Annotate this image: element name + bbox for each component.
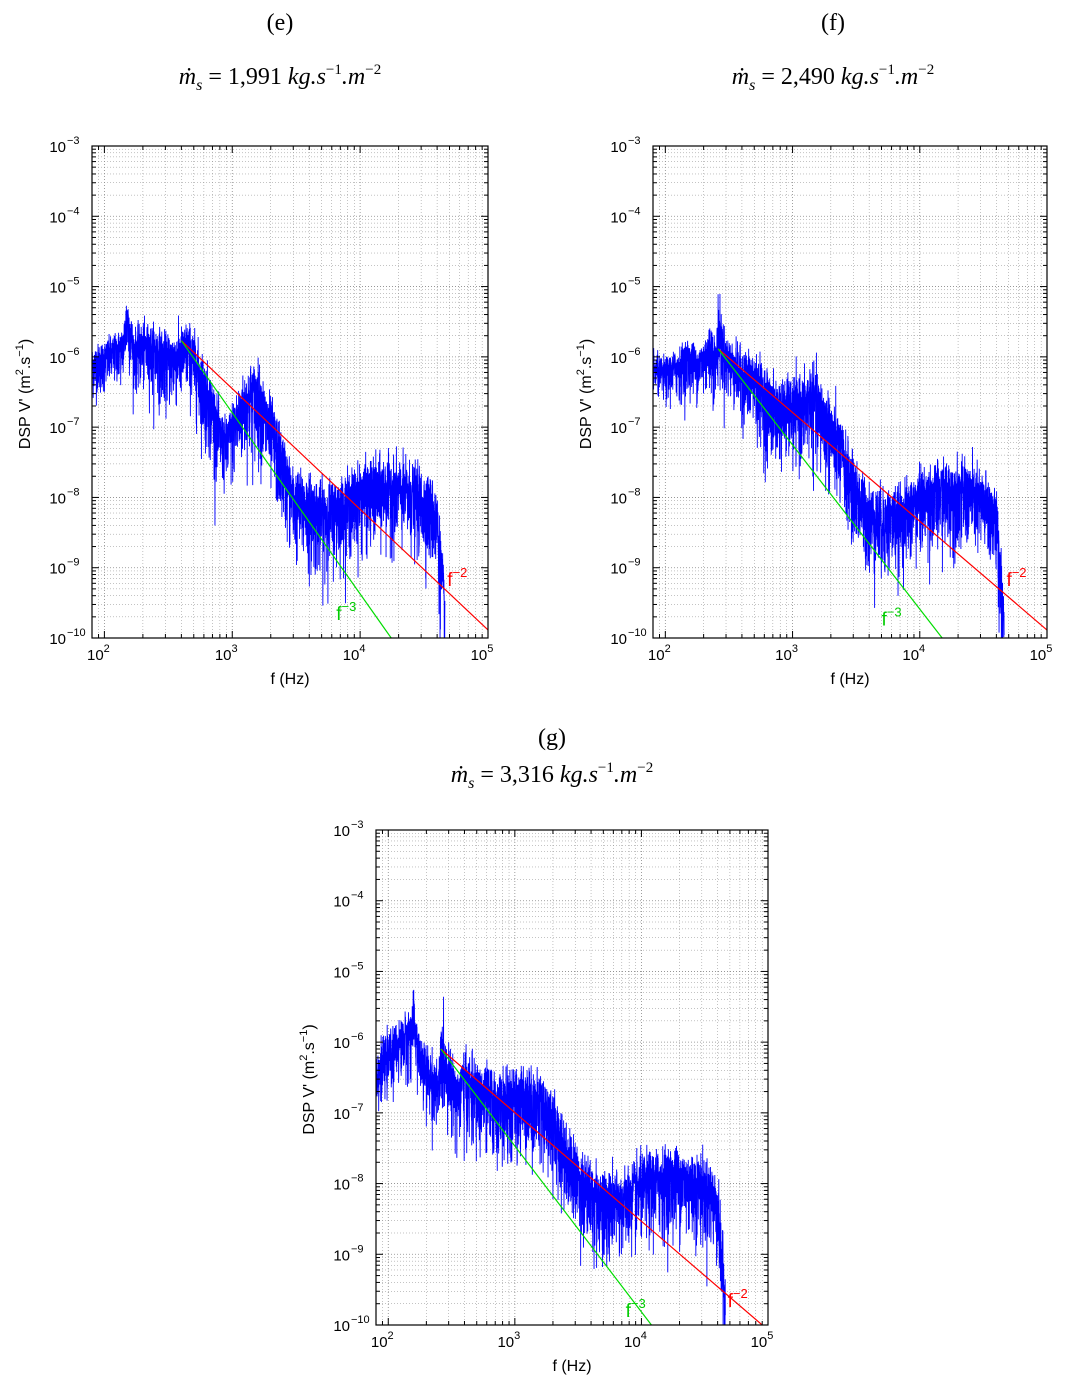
spectrum-series [376, 989, 726, 1325]
y-axis-label: DSP V' (m2.s−1) [14, 339, 34, 449]
y-tick-label: 10 [49, 209, 66, 226]
y-tick-label: 10 [610, 490, 627, 507]
y-tick-exponent: −10 [351, 1314, 370, 1326]
panel-label: (g) [538, 725, 566, 751]
chart-title: ṁs = 2,490 kg.s−1.m−2 [732, 62, 934, 94]
y-tick-label: 10 [333, 1177, 350, 1194]
y-tick-exponent: −9 [628, 557, 641, 569]
y-tick-label: 10 [333, 1247, 350, 1264]
y-tick-label: 10 [610, 139, 627, 156]
y-tick-exponent: −9 [67, 557, 80, 569]
y-tick-exponent: −5 [351, 960, 364, 972]
y-tick-label: 10 [333, 1106, 350, 1123]
y-tick-label: 10 [49, 420, 66, 437]
panel-label: (f) [821, 10, 845, 36]
y-tick-exponent: −3 [67, 135, 80, 147]
annotation-fminus2: f−2 [447, 565, 467, 591]
y-tick-label: 10 [610, 280, 627, 297]
y-tick-exponent: −4 [351, 890, 364, 902]
y-tick-exponent: −10 [67, 627, 86, 639]
x-tick-label: 104 [343, 643, 366, 664]
y-tick-exponent: −7 [67, 416, 80, 428]
y-tick-label: 10 [333, 964, 350, 981]
plot-area [653, 146, 1047, 638]
y-tick-label: 10 [49, 490, 66, 507]
y-tick-exponent: −10 [628, 627, 647, 639]
chart-title: ṁs = 3,316 kg.s−1.m−2 [451, 760, 653, 792]
x-tick-label: 104 [902, 643, 925, 664]
fit-line-f-2 [717, 348, 1047, 631]
x-tick-label: 105 [1030, 643, 1053, 664]
y-tick-label: 10 [49, 280, 66, 297]
plot-area [92, 146, 488, 638]
y-tick-label: 10 [333, 894, 350, 911]
y-tick-exponent: −7 [628, 416, 641, 428]
x-tick-label: 102 [87, 643, 110, 664]
y-tick-exponent: −3 [351, 819, 364, 831]
y-tick-label: 10 [49, 139, 66, 156]
y-tick-label: 10 [610, 420, 627, 437]
axes-frame [91, 145, 489, 639]
y-tick-exponent: −7 [351, 1102, 364, 1114]
y-tick-exponent: −6 [628, 346, 641, 358]
x-axis-label: f (Hz) [270, 671, 309, 688]
y-tick-exponent: −5 [67, 276, 80, 288]
annotation-fminus3: f−3 [626, 1296, 646, 1322]
axes-frame [652, 145, 1048, 639]
annotation-fminus2: f−2 [728, 1286, 748, 1312]
y-tick-exponent: −4 [628, 205, 641, 217]
x-tick-label: 103 [497, 1330, 520, 1351]
y-tick-exponent: −8 [628, 486, 641, 498]
panel-label: (e) [267, 10, 294, 36]
y-axis-label: DSP V' (m2.s−1) [575, 339, 595, 449]
axes-frame [375, 829, 769, 1326]
y-tick-label: 10 [49, 350, 66, 367]
spectrum-series [653, 294, 1005, 638]
fit-line-f-2 [180, 340, 488, 631]
x-axis-label: f (Hz) [830, 671, 869, 688]
y-tick-exponent: −5 [628, 276, 641, 288]
x-tick-label: 103 [215, 643, 238, 664]
x-tick-label: 105 [751, 1330, 774, 1351]
fit-line-f-3 [440, 1048, 652, 1325]
y-tick-label: 10 [333, 1318, 350, 1335]
y-tick-label: 10 [333, 1035, 350, 1052]
x-tick-label: 102 [648, 643, 671, 664]
y-tick-label: 10 [333, 823, 350, 840]
chart-panel-e: (e) ṁs = 1,991 kg.s−1.m−2 f−2 f−3 102 103 104 1… [14, 10, 493, 688]
annotation-fminus3: f−3 [336, 599, 356, 625]
chart-title: ṁs = 1,991 kg.s−1.m−2 [179, 62, 381, 94]
y-tick-label: 10 [610, 209, 627, 226]
x-tick-label: 102 [371, 1330, 394, 1351]
spectrum-series [92, 305, 446, 638]
fit-line-f-3 [180, 340, 392, 638]
y-tick-exponent: −4 [67, 205, 80, 217]
y-tick-exponent: −8 [351, 1173, 364, 1185]
axis-ticks [375, 829, 769, 1326]
y-tick-exponent: −3 [628, 135, 641, 147]
chart-panel-f: (f) ṁs = 2,490 kg.s−1.m−2 f−2 f−3 102 103 104 1… [575, 10, 1052, 688]
annotation-fminus3: f−3 [881, 605, 901, 631]
y-tick-exponent: −6 [67, 346, 80, 358]
x-tick-label: 103 [775, 643, 798, 664]
x-tick-label: 105 [471, 643, 494, 664]
fit-line-f-2 [440, 1048, 763, 1325]
y-axis-label: DSP V' (m2.s−1) [298, 1024, 318, 1134]
y-tick-label: 10 [49, 631, 66, 648]
x-axis-label: f (Hz) [552, 1358, 591, 1375]
y-tick-label: 10 [49, 561, 66, 578]
annotation-fminus2: f−2 [1006, 565, 1026, 591]
y-tick-exponent: −6 [351, 1031, 364, 1043]
y-tick-exponent: −8 [67, 486, 80, 498]
chart-panel-g: (g) ṁs = 3,316 kg.s−1.m−2 f−2 f−3 102 103 104 1… [298, 725, 773, 1375]
x-tick-label: 104 [624, 1330, 647, 1351]
y-tick-label: 10 [610, 350, 627, 367]
axis-ticks [652, 145, 1048, 639]
fit-line-f-3 [717, 348, 943, 638]
axis-ticks [91, 145, 489, 639]
y-tick-label: 10 [610, 631, 627, 648]
y-tick-exponent: −9 [351, 1243, 364, 1255]
y-tick-label: 10 [610, 561, 627, 578]
